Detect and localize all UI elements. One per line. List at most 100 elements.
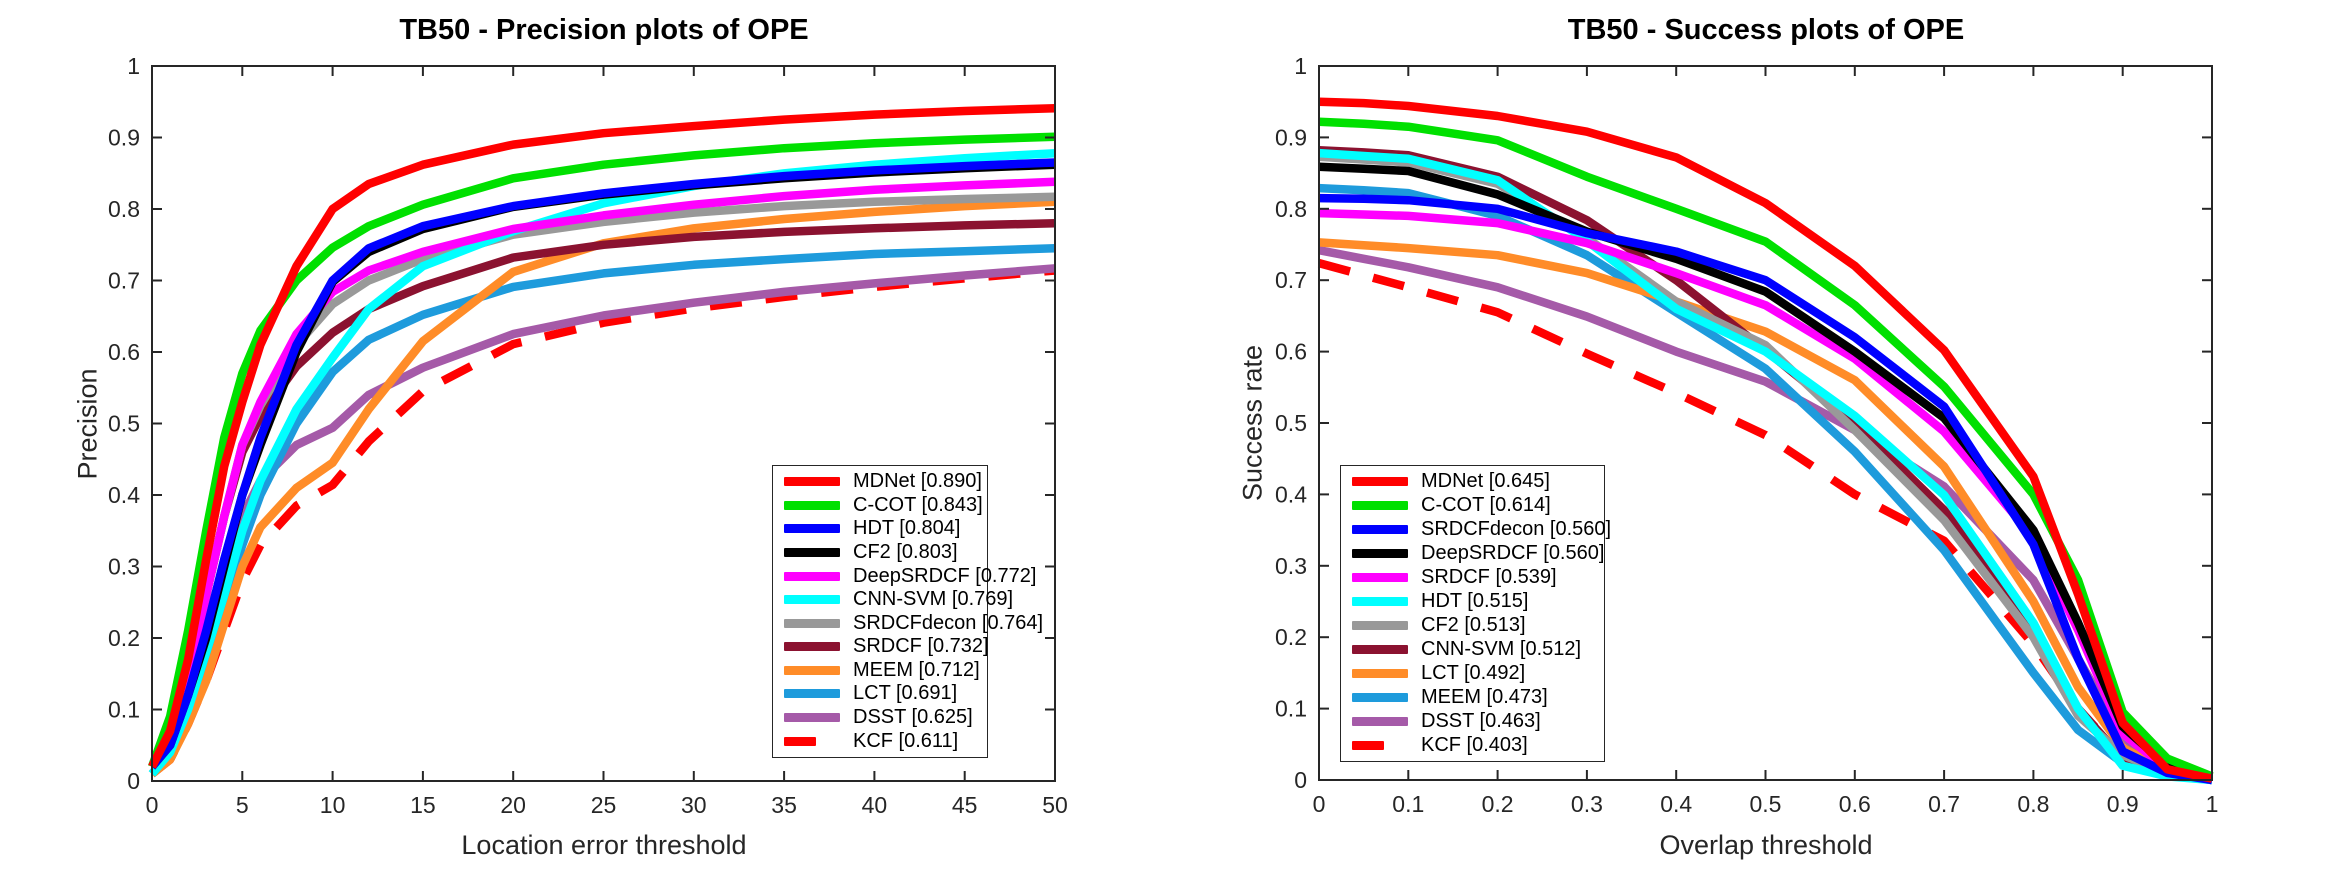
legend-line-sample — [784, 642, 840, 652]
y-tick-label: 0.9 — [1275, 124, 1307, 150]
x-tick-label: 0.1 — [1392, 791, 1424, 817]
legend-item-meem: MEEM [0.473] — [1341, 685, 1604, 709]
x-tick-label: 5 — [236, 792, 249, 818]
legend-label: MEEM [0.473] — [1421, 685, 1548, 708]
x-tick-label: 0.4 — [1660, 791, 1692, 817]
legend-swatch-c-cot — [1352, 501, 1412, 511]
legend-item-deepsrdcf: DeepSRDCF [0.560] — [1341, 542, 1604, 566]
legend-swatch-kcf — [784, 736, 844, 746]
legend-item-cnn-svm: CNN-SVM [0.512] — [1341, 637, 1604, 661]
legend-swatch-srdcfdecon — [1352, 525, 1412, 535]
legend-line-sample — [784, 689, 840, 699]
legend-label: DeepSRDCF [0.772] — [853, 564, 1037, 587]
legend-line-sample — [1352, 644, 1408, 654]
curve-mdnet — [148, 103, 1056, 769]
legend-item-srdcfdecon: SRDCFdecon [0.560] — [1341, 518, 1611, 542]
y-tick-label: 0.3 — [108, 554, 140, 580]
y-axis-label-precision: Precision — [72, 368, 103, 480]
x-tick-label: 0.5 — [1750, 791, 1782, 817]
legend-line-sample — [784, 571, 840, 581]
y-tick-label: 0.2 — [108, 625, 140, 651]
legend-line-sample — [784, 477, 840, 487]
legend-swatch-cnn-svm — [784, 595, 844, 605]
legend-label: HDT [0.515] — [1421, 590, 1529, 613]
legend-item-meem: MEEM [0.712] — [773, 659, 987, 683]
curve-deepsrdcf — [148, 177, 1056, 769]
x-tick-label: 1 — [2206, 791, 2219, 817]
legend-swatch-srdcfdecon — [784, 618, 844, 628]
x-tick-label: 10 — [320, 792, 346, 818]
legend-item-kcf: KCF [0.611] — [773, 729, 987, 753]
legend-item-cf2: CF2 [0.513] — [1341, 614, 1604, 638]
legend-swatch-srdcf — [784, 642, 844, 652]
y-tick-label: 1 — [1294, 53, 1307, 79]
legend-line-sample — [1352, 740, 1384, 750]
legend-item-mdnet: MDNet [0.890] — [773, 470, 987, 494]
legend-line-sample — [784, 618, 840, 628]
legend-success: MDNet [0.645] C-COT [0.614] SRDCFdecon [0.… — [1340, 465, 1611, 762]
legend-swatch-hdt — [1352, 597, 1412, 607]
legend-label: HDT [0.804] — [853, 517, 961, 540]
x-tick-label: 0.8 — [2017, 791, 2049, 817]
legend-item-mdnet: MDNet [0.645] — [1341, 470, 1604, 494]
legend-item-deepsrdcf: DeepSRDCF [0.772] — [773, 564, 1036, 588]
legend-item-c-cot: C-COT [0.843] — [773, 494, 987, 518]
legend-line-sample — [784, 548, 840, 558]
x-tick-label: 20 — [500, 792, 526, 818]
legend-label: DSST [0.625] — [853, 706, 973, 729]
legend-line-sample — [1352, 597, 1408, 607]
x-tick-label: 0.9 — [2107, 791, 2139, 817]
y-tick-label: 0.7 — [108, 268, 140, 294]
curve-srdcfdecon — [1318, 193, 2213, 785]
y-tick-label: 0.5 — [1275, 410, 1307, 436]
legend-label: MDNet [0.890] — [853, 470, 982, 493]
legend-label: DSST [0.463] — [1421, 709, 1541, 732]
y-tick-label: 0.4 — [1275, 481, 1307, 507]
legend-swatch-c-cot — [784, 500, 844, 510]
legend-item-c-cot: C-COT [0.614] — [1341, 494, 1604, 518]
legend-item-dsst: DSST [0.463] — [1341, 709, 1604, 733]
x-tick-label: 0 — [146, 792, 159, 818]
curve-meem — [149, 197, 1056, 778]
y-tick-label: 0.8 — [108, 196, 140, 222]
legend-line-sample — [1352, 620, 1408, 630]
x-axis-label-precision: Location error threshold — [461, 830, 747, 860]
legend-label: KCF [0.403] — [1421, 733, 1528, 756]
x-tick-label: 0 — [1313, 791, 1326, 817]
x-tick-label: 25 — [591, 792, 617, 818]
legend-swatch-kcf — [1352, 740, 1412, 750]
legend-label: C-COT [0.614] — [1421, 494, 1551, 517]
legend-line-sample — [784, 524, 840, 534]
curve-c-cot — [148, 132, 1056, 769]
legend-precision: MDNet [0.890] C-COT [0.843] HDT [0.804] CF2… — [772, 465, 1043, 758]
legend-label: C-COT [0.843] — [853, 493, 983, 516]
legend-line-sample — [1352, 573, 1408, 583]
legend-swatch-deepsrdcf — [784, 571, 844, 581]
legend-label: CF2 [0.513] — [1421, 613, 1526, 636]
legend-item-hdt: HDT [0.804] — [773, 517, 987, 541]
x-tick-label: 0.6 — [1839, 791, 1871, 817]
legend-swatch-meem — [1352, 692, 1412, 702]
y-tick-label: 0.1 — [108, 697, 140, 723]
legend-label: CNN-SVM [0.769] — [853, 588, 1014, 611]
y-tick-label: 0.1 — [1275, 696, 1307, 722]
curve-hdt — [148, 158, 1056, 770]
x-tick-label: 30 — [681, 792, 707, 818]
legend-swatch-lct — [1352, 668, 1412, 678]
legend-line-sample — [784, 500, 840, 510]
legend-item-hdt: HDT [0.515] — [1341, 590, 1604, 614]
legend-label: SRDCF [0.732] — [853, 635, 989, 658]
legend-item-srdcf: SRDCF [0.539] — [1341, 566, 1604, 590]
y-tick-label: 0.7 — [1275, 267, 1307, 293]
y-axis-label-success: Success rate — [1237, 344, 1268, 502]
legend-swatch-lct — [784, 689, 844, 699]
legend-label: CF2 [0.803] — [853, 541, 958, 564]
legend-label: DeepSRDCF [0.560] — [1421, 542, 1605, 565]
legend-label: MEEM [0.712] — [853, 658, 980, 681]
legend-item-cnn-svm: CNN-SVM [0.769] — [773, 588, 1013, 612]
legend-label: SRDCF [0.539] — [1421, 566, 1557, 589]
x-tick-label: 15 — [410, 792, 436, 818]
legend-line-sample — [1352, 668, 1408, 678]
y-tick-label: 0.3 — [1275, 553, 1307, 579]
legend-swatch-meem — [784, 665, 844, 675]
